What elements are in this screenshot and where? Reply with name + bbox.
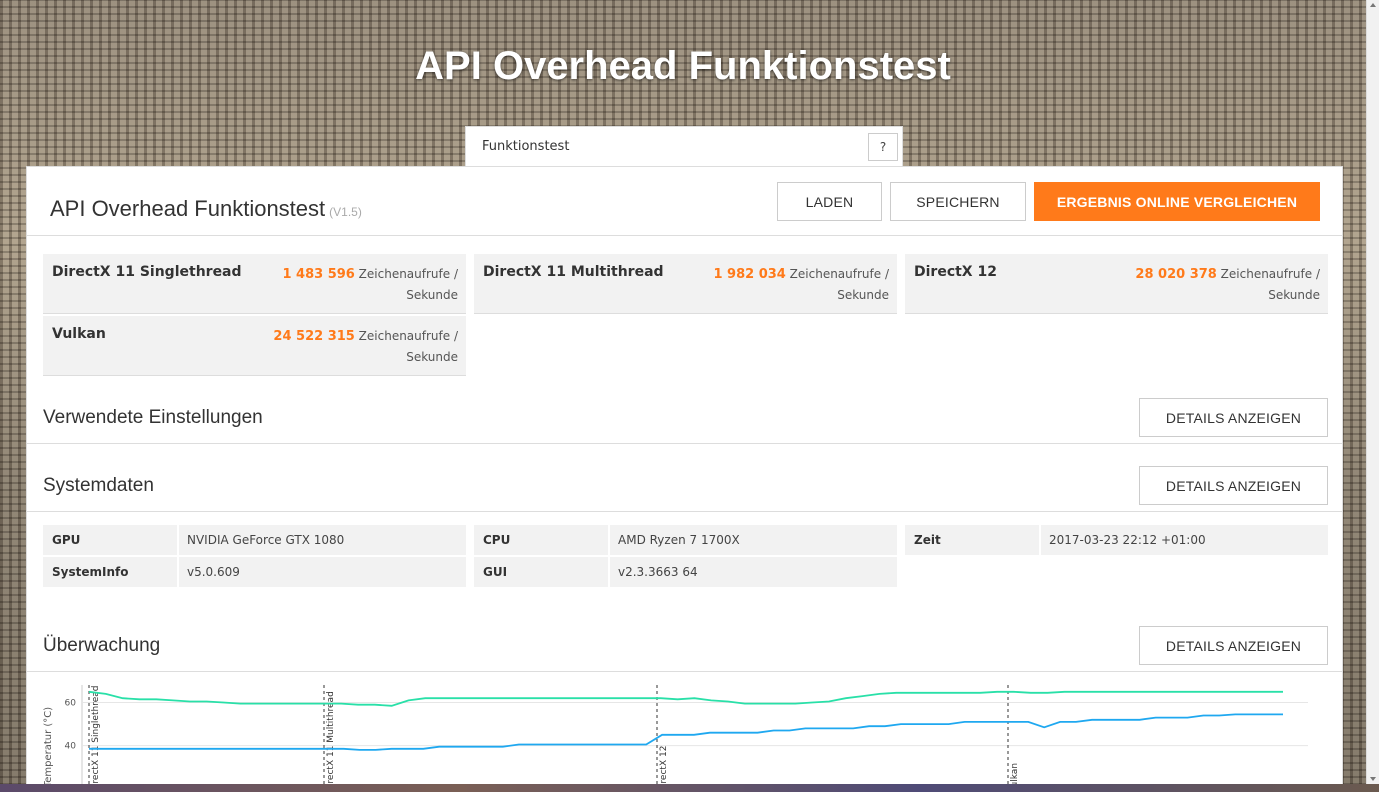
score-unit: Zeichenaufrufe / — [789, 267, 889, 281]
divider — [27, 443, 1342, 444]
monitoring-chart: 204060Temperatur (°C)DirectX 11 Singleth… — [43, 685, 1308, 792]
score-unit: Zeichenaufrufe / — [358, 267, 458, 281]
info-key: GUI — [483, 565, 508, 579]
info-value: v2.3.3663 64 — [618, 565, 698, 579]
score-unit: Zeichenaufrufe / — [358, 329, 458, 343]
score-name: DirectX 12 — [914, 264, 997, 280]
score-name: Vulkan — [52, 326, 106, 342]
score-value: 28 020 378 Zeichenaufrufe / Sekunde — [1135, 264, 1320, 306]
info-key: SystemInfo — [52, 565, 129, 579]
phase-label: Vulkan — [1010, 763, 1020, 792]
phase-label: DirectX 11 Singlethread — [91, 686, 101, 792]
system-info-row: Zeit 2017-03-23 22:12 +01:00 — [905, 525, 1328, 555]
info-key: GPU — [52, 533, 81, 547]
info-key: CPU — [483, 533, 511, 547]
score-number: 1 982 034 — [713, 267, 786, 282]
scroll-up-icon[interactable] — [1370, 3, 1376, 7]
test-type-select[interactable]: Funktionstest ? — [465, 126, 903, 166]
settings-details-button[interactable]: DETAILS ANZEIGEN — [1139, 398, 1328, 437]
system-info-row: GPU NVIDIA GeForce GTX 1080 — [43, 525, 466, 555]
info-value: NVIDIA GeForce GTX 1080 — [187, 533, 345, 547]
help-button[interactable]: ? — [868, 133, 898, 161]
series-line-1 — [88, 690, 1283, 707]
info-value: v5.0.609 — [187, 565, 240, 579]
score-value: 24 522 315 Zeichenaufrufe / Sekunde — [273, 326, 458, 368]
load-button[interactable]: LADEN — [777, 182, 882, 221]
system-info-row: GUI v2.3.3663 64 — [474, 557, 897, 587]
save-button[interactable]: SPEICHERN — [890, 182, 1026, 221]
system-info-row: SystemInfo v5.0.609 — [43, 557, 466, 587]
divider — [27, 671, 1342, 672]
panel-title-text: API Overhead Funktionstest — [50, 196, 326, 221]
phase-label: DirectX 12 — [659, 746, 669, 792]
score-unit: Zeichenaufrufe / — [1220, 267, 1320, 281]
score-unit-2: Sekunde — [837, 288, 889, 302]
system-section-title: Systemdaten — [43, 475, 154, 496]
monitoring-section-title: Überwachung — [43, 635, 161, 656]
compare-online-button[interactable]: ERGEBNIS ONLINE VERGLEICHEN — [1034, 182, 1320, 221]
score-unit-2: Sekunde — [406, 350, 458, 364]
hero-title: API Overhead Funktionstest — [415, 44, 951, 88]
scroll-down-icon[interactable] — [1370, 777, 1376, 781]
divider — [27, 511, 1342, 512]
settings-section-title: Verwendete Einstellungen — [43, 407, 263, 428]
system-details-button[interactable]: DETAILS ANZEIGEN — [1139, 466, 1328, 505]
score-tile: DirectX 11 Singlethread 1 483 596 Zeiche… — [43, 254, 466, 314]
score-tile: Vulkan 24 522 315 Zeichenaufrufe / Sekun… — [43, 316, 466, 376]
info-value: AMD Ryzen 7 1700X — [618, 533, 740, 547]
score-number: 28 020 378 — [1135, 267, 1217, 282]
info-key: Zeit — [914, 533, 941, 547]
score-tile: DirectX 11 Multithread 1 982 034 Zeichen… — [474, 254, 897, 314]
score-value: 1 483 596 Zeichenaufrufe / Sekunde — [282, 264, 458, 306]
score-name: DirectX 11 Multithread — [483, 264, 664, 280]
score-number: 24 522 315 — [273, 329, 355, 344]
score-value: 1 982 034 Zeichenaufrufe / Sekunde — [713, 264, 889, 306]
score-name: DirectX 11 Singlethread — [52, 264, 242, 280]
test-type-select-value: Funktionstest — [482, 139, 570, 154]
y-tick-label: 60 — [65, 699, 77, 709]
version-label: (V1.5) — [329, 205, 362, 219]
y-axis-label: Temperatur (°C) — [43, 707, 54, 788]
series-line-2 — [89, 713, 1283, 751]
score-number: 1 483 596 — [282, 267, 355, 282]
info-value: 2017-03-23 22:12 +01:00 — [1049, 533, 1206, 547]
score-unit-2: Sekunde — [406, 288, 458, 302]
monitoring-details-button[interactable]: DETAILS ANZEIGEN — [1139, 626, 1328, 665]
panel-title: API Overhead Funktionstest (V1.5) — [50, 196, 362, 222]
score-unit-2: Sekunde — [1268, 288, 1320, 302]
vertical-scrollbar[interactable] — [1366, 0, 1379, 784]
phase-label: DirectX 11 Multithread — [326, 691, 336, 792]
panel-header: API Overhead Funktionstest (V1.5) LADEN S… — [27, 167, 1342, 236]
y-tick-label: 40 — [65, 742, 77, 752]
system-info-row: CPU AMD Ryzen 7 1700X — [474, 525, 897, 555]
result-panel: API Overhead Funktionstest (V1.5) LADEN S… — [26, 166, 1343, 792]
score-tile: DirectX 12 28 020 378 Zeichenaufrufe / S… — [905, 254, 1328, 314]
taskbar-strip — [0, 784, 1379, 792]
